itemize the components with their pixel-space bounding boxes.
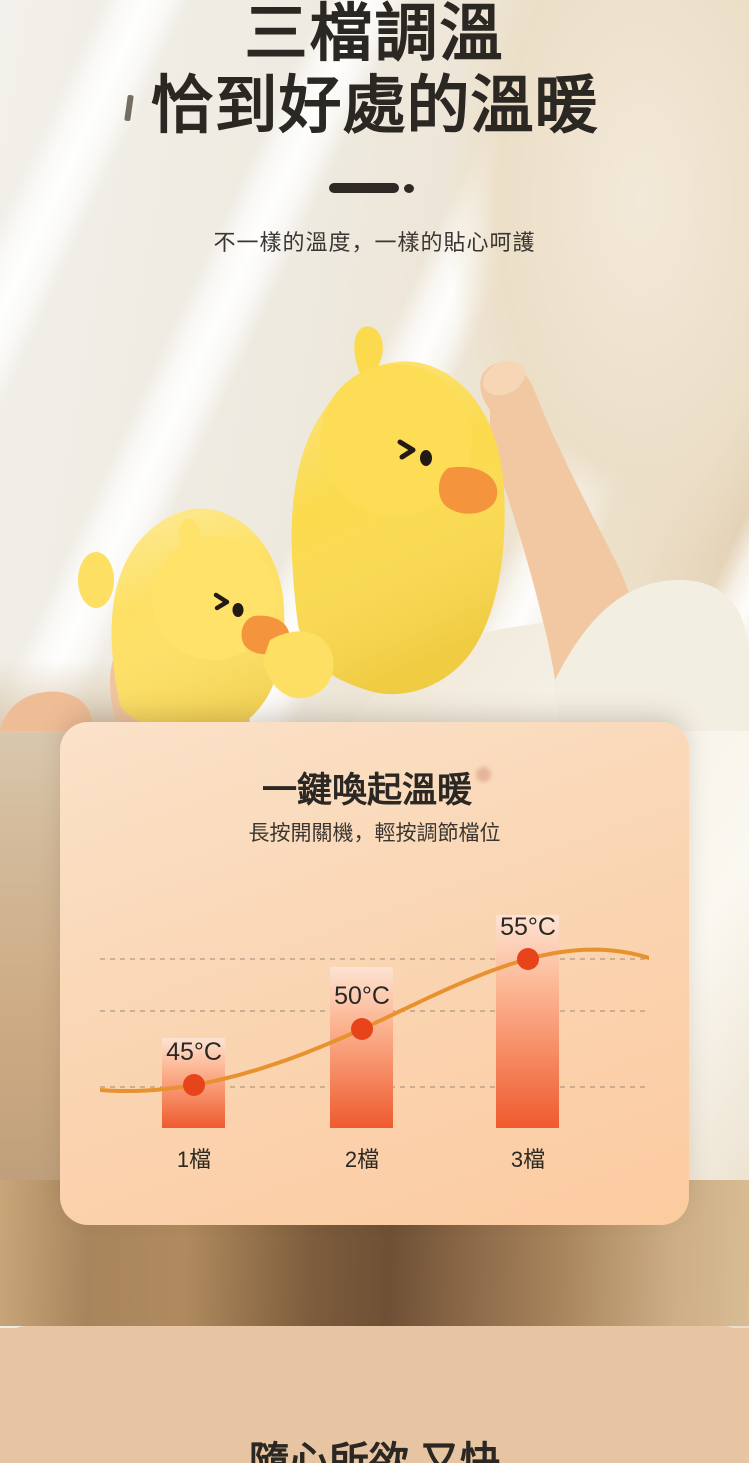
svg-text:3檔: 3檔 — [511, 1147, 545, 1172]
svg-text:50°C: 50°C — [334, 982, 390, 1010]
svg-text:2檔: 2檔 — [345, 1147, 379, 1172]
svg-text:1檔: 1檔 — [177, 1147, 211, 1172]
svg-text:55°C: 55°C — [500, 913, 556, 941]
svg-text:45°C: 45°C — [166, 1038, 222, 1066]
